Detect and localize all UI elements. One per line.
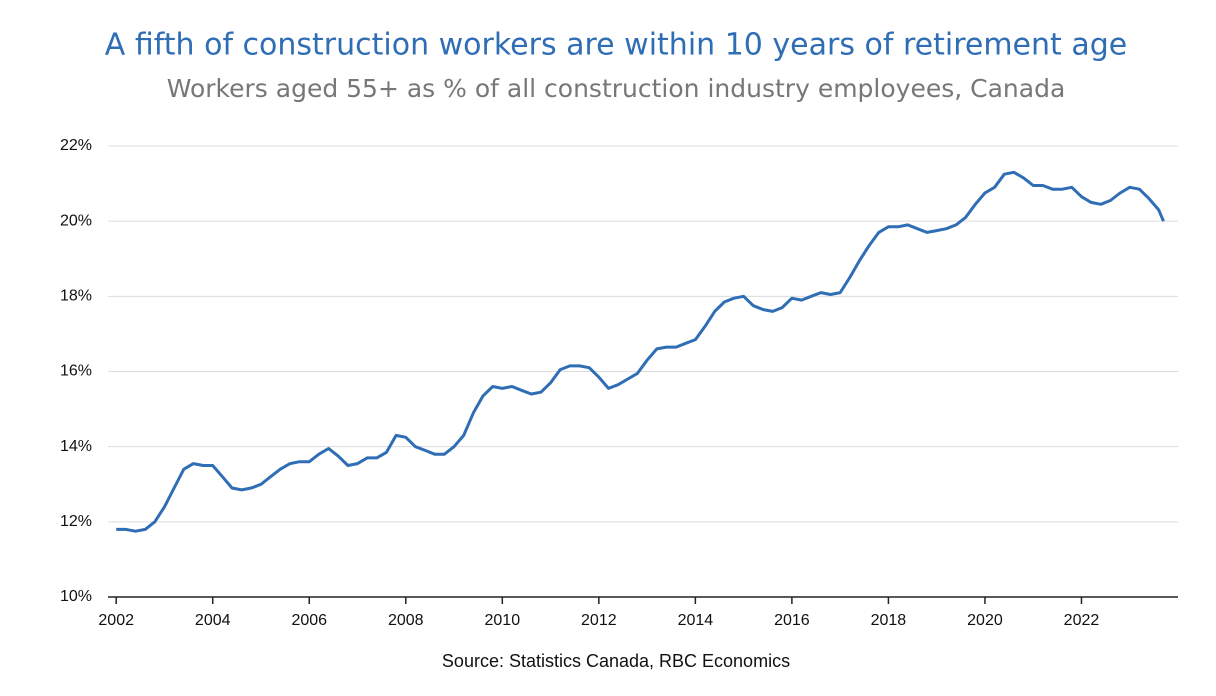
y-tick-label: 20% (60, 212, 92, 229)
x-tick-label: 2020 (967, 612, 1003, 629)
x-tick-label: 2002 (98, 612, 134, 629)
data-line (116, 170, 1165, 533)
x-tick-label: 2008 (388, 612, 424, 629)
x-tick-label: 2016 (774, 612, 810, 629)
x-tick-label: 2010 (485, 612, 521, 629)
y-tick-label: 22% (60, 137, 92, 154)
y-tick-label: 18% (60, 288, 92, 305)
x-tick-label: 2022 (1064, 612, 1100, 629)
y-tick-label: 12% (60, 513, 92, 530)
chart-subtitle: Workers aged 55+ as % of all constructio… (167, 74, 1066, 103)
y-tick-label: 10% (60, 588, 92, 605)
x-tick-label: 2006 (291, 612, 327, 629)
x-tick-label: 2012 (581, 612, 617, 629)
y-tick-label: 16% (60, 363, 92, 380)
source: Source: Statistics Canada, RBC Economics (442, 651, 790, 671)
x-tick-label: 2014 (678, 612, 714, 629)
x-tick-label: 2004 (195, 612, 231, 629)
y-tick-label: 14% (60, 438, 92, 455)
chart-title: A fifth of construction workers are with… (105, 28, 1127, 63)
x-tick-label: 2018 (871, 612, 907, 629)
